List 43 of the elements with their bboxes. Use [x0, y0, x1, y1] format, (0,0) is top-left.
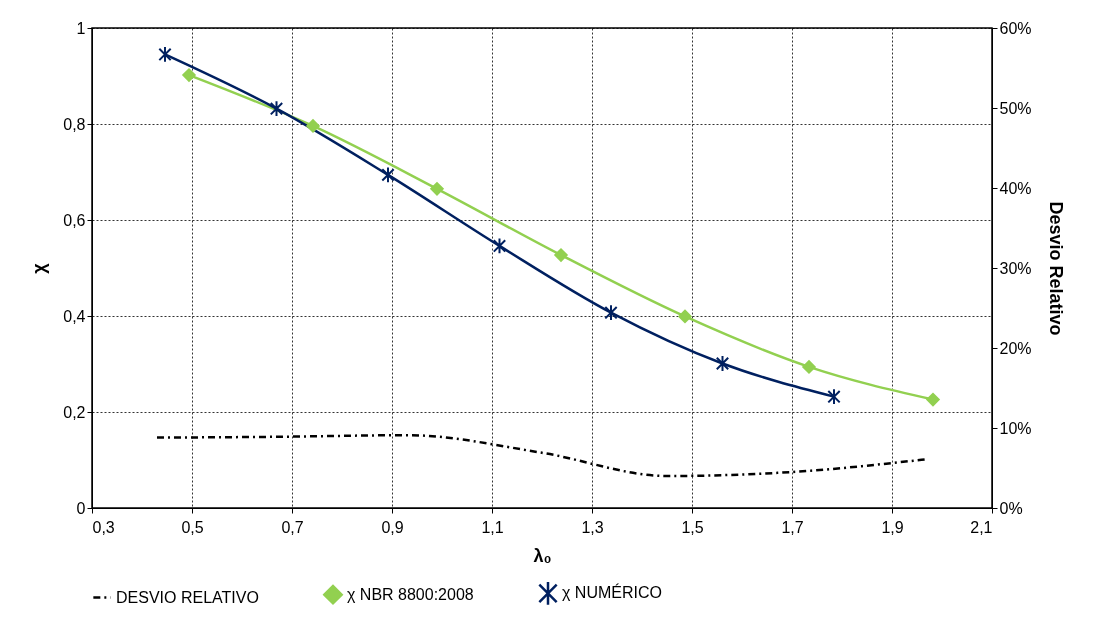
point — [827, 388, 841, 406]
x-tick-label: 1,9 — [881, 518, 904, 536]
x-tick-label: 1,3 — [581, 518, 604, 536]
point — [269, 100, 284, 118]
y2-tick-label: 40% — [999, 179, 1032, 197]
point — [492, 237, 507, 255]
x-tick-label: 2,1 — [970, 518, 993, 536]
point — [604, 304, 618, 322]
point — [381, 166, 395, 184]
y2-axis-title: Desvio Relativo — [1045, 201, 1066, 336]
point — [158, 45, 172, 63]
y2-tick-label: 0% — [999, 499, 1023, 517]
point — [715, 355, 730, 372]
x-axis-title: λ₀ — [533, 545, 552, 566]
x-tick-label: 1,5 — [681, 518, 704, 536]
x-tick-label: 1,1 — [481, 518, 504, 536]
y-tick-label: 1 — [76, 19, 86, 37]
y-tick-label: 0,4 — [63, 307, 86, 325]
x-tick-label: 0,3 — [92, 518, 115, 536]
x-tick-label: 0,9 — [381, 518, 404, 536]
point — [802, 360, 816, 374]
point — [430, 182, 444, 196]
point — [182, 68, 196, 82]
x-tick-label: 1,7 — [781, 518, 804, 536]
point — [678, 309, 692, 324]
x-tick-label: 0,5 — [181, 518, 204, 536]
point — [926, 392, 940, 407]
legend-label: χ NUMÉRICO — [562, 583, 662, 602]
y-tick-label: 0 — [76, 499, 86, 517]
y2-tick-label: 20% — [999, 339, 1032, 357]
y-tick-label: 0,2 — [63, 403, 86, 421]
legend-label: χ NBR 8800:2008 — [347, 585, 474, 603]
y2-tick-label: 50% — [999, 99, 1032, 117]
y2-tick-label: 10% — [999, 419, 1032, 437]
y2-tick-label: 30% — [999, 259, 1032, 277]
y-tick-label: 0,6 — [63, 211, 86, 229]
point — [306, 119, 320, 133]
legend-label: DESVIO RELATIVO — [116, 588, 259, 606]
y-axis-title: χ — [29, 262, 50, 274]
y2-tick-label: 60% — [999, 19, 1032, 37]
x-tick-label: 0,7 — [281, 518, 304, 536]
point — [554, 248, 568, 262]
y-tick-label: 0,8 — [63, 115, 86, 133]
